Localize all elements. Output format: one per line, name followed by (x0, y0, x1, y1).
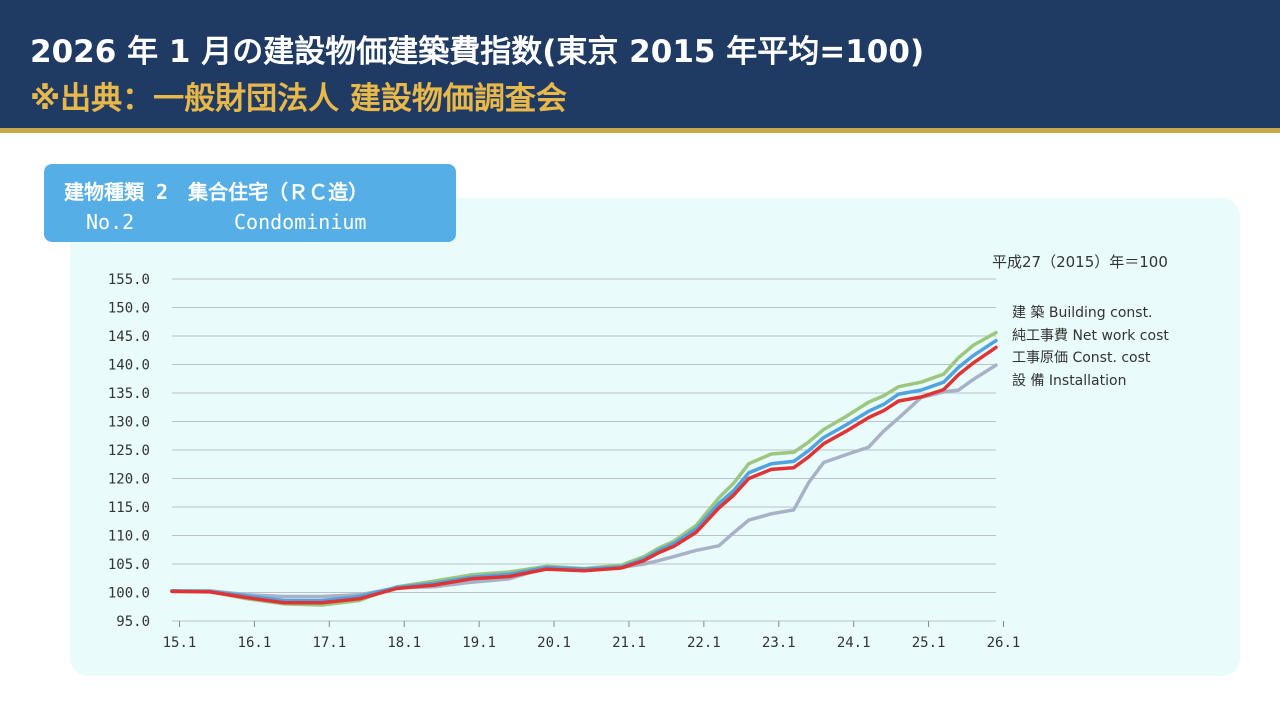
series-line-2 (170, 345, 998, 605)
y-tick-label: 130.0 (108, 415, 150, 431)
legend-building: 建 築 Building const. (1012, 305, 1153, 321)
y-tick-label: 140.0 (108, 358, 150, 374)
x-tick-label: 15.1 (163, 635, 197, 651)
y-tick-label: 155.0 (108, 272, 150, 288)
y-tick-label: 120.0 (108, 472, 150, 488)
source-note: ※出典：一般財団法人 建設物価調査会 (30, 81, 567, 117)
legend-const-cost: 工事原価 Const. cost (1012, 350, 1151, 367)
y-tick-label: 105.0 (108, 557, 150, 573)
legend-installation: 設 備 Installation (1012, 373, 1127, 390)
chart-series (170, 330, 998, 607)
building-type-tag: 建物種類 2 集合住宅（ＲＣ造） No.2 Condominium (44, 164, 456, 242)
x-tick-label: 19.1 (462, 635, 496, 651)
y-tick-label: 135.0 (108, 386, 150, 402)
x-tick-label: 22.1 (687, 635, 721, 651)
x-tick-label: 17.1 (312, 635, 346, 651)
legend-net-work: 純工事費 Net work cost (1012, 327, 1169, 344)
y-tick-label: 125.0 (108, 443, 150, 459)
y-tick-label: 145.0 (108, 329, 150, 345)
series-line-0 (170, 338, 998, 603)
x-tick-label: 25.1 (912, 635, 946, 651)
building-type-english: Condominium (234, 210, 367, 234)
x-tick-label: 18.1 (387, 635, 421, 651)
chart-gridlines (172, 278, 996, 622)
y-tick-label: 115.0 (108, 500, 150, 516)
y-tick-label: 100.0 (108, 586, 150, 602)
building-type-label: 建物種類 2 集合住宅（ＲＣ造） (64, 180, 369, 204)
y-axis-ticks: 155.0 150.0 145.0 140.0 135.0 130.0 125.0 120.0… (108, 272, 150, 630)
x-tick-label: 21.1 (612, 635, 646, 651)
y-tick-label: 150.0 (108, 301, 150, 317)
y-tick-label: 110.0 (108, 529, 150, 545)
x-tick-label: 23.1 (762, 635, 796, 651)
x-tick-label: 24.1 (837, 635, 871, 651)
building-type-number: No.2 (86, 210, 135, 234)
y-tick-label: 95.0 (116, 614, 150, 630)
x-tick-label: 26.1 (987, 635, 1021, 651)
x-tick-label: 20.1 (537, 635, 571, 651)
chart-legend: 建 築 Building const. 純工事費 Net work cost 工… (1012, 302, 1169, 393)
x-tick-label: 16.1 (238, 635, 272, 651)
base-year-note: 平成27（2015）年＝100 (992, 253, 1168, 271)
page-title: 2026 年 1 月の建設物価建築費指数(東京 2015 年平均=100) (30, 34, 925, 70)
header-banner: 2026 年 1 月の建設物価建築費指数(東京 2015 年平均=100) ※出… (0, 0, 1280, 128)
x-axis-ticks: 15.1 16.1 17.1 18.1 19.1 20.1 21.1 22.1 23.1 24.1… (163, 621, 1021, 651)
header-divider (0, 128, 1280, 133)
